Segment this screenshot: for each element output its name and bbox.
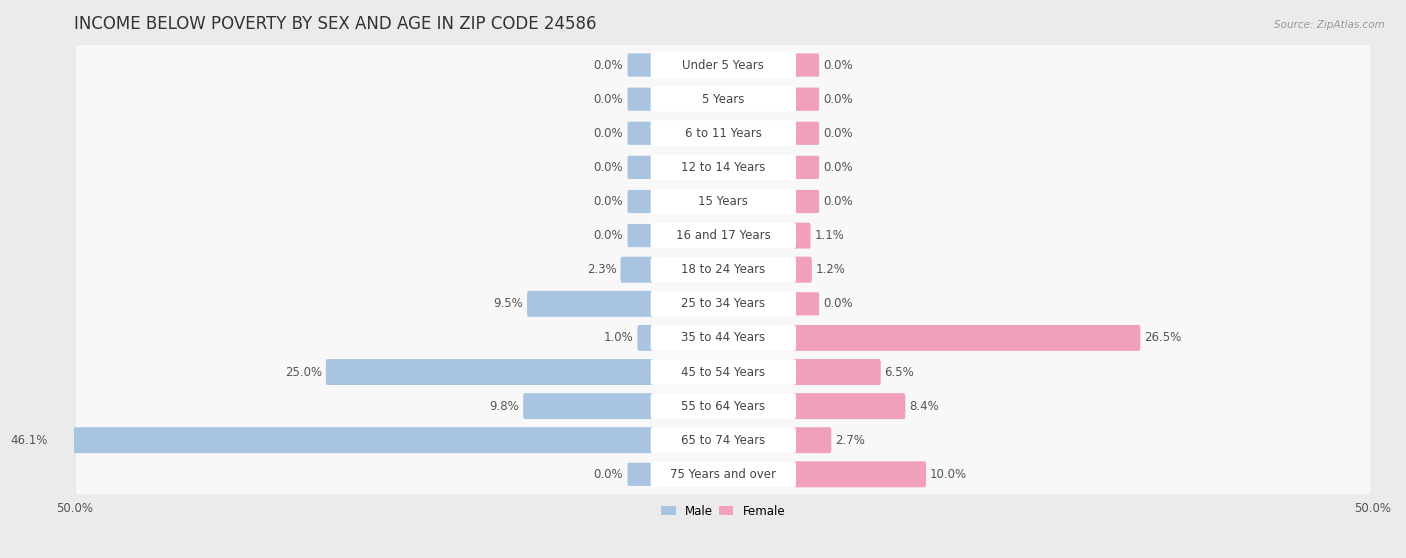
Text: 25.0%: 25.0% <box>285 365 322 378</box>
FancyBboxPatch shape <box>627 122 652 145</box>
FancyBboxPatch shape <box>523 393 654 419</box>
FancyBboxPatch shape <box>76 147 1371 187</box>
FancyBboxPatch shape <box>651 189 796 214</box>
Text: 46.1%: 46.1% <box>11 434 48 447</box>
FancyBboxPatch shape <box>52 427 654 453</box>
FancyBboxPatch shape <box>793 223 811 248</box>
Text: 0.0%: 0.0% <box>824 297 853 310</box>
FancyBboxPatch shape <box>651 86 796 112</box>
Legend: Male, Female: Male, Female <box>657 500 790 522</box>
FancyBboxPatch shape <box>627 88 652 110</box>
Text: 16 and 17 Years: 16 and 17 Years <box>676 229 770 242</box>
Text: 0.0%: 0.0% <box>824 161 853 174</box>
FancyBboxPatch shape <box>627 224 652 247</box>
Text: 75 Years and over: 75 Years and over <box>671 468 776 481</box>
FancyBboxPatch shape <box>651 155 796 180</box>
FancyBboxPatch shape <box>76 79 1371 119</box>
FancyBboxPatch shape <box>76 113 1371 153</box>
FancyBboxPatch shape <box>651 223 796 248</box>
FancyBboxPatch shape <box>651 393 796 418</box>
Text: 35 to 44 Years: 35 to 44 Years <box>682 331 765 344</box>
Text: 0.0%: 0.0% <box>824 127 853 140</box>
FancyBboxPatch shape <box>793 325 1140 351</box>
FancyBboxPatch shape <box>627 156 652 179</box>
FancyBboxPatch shape <box>651 121 796 146</box>
FancyBboxPatch shape <box>651 291 796 316</box>
FancyBboxPatch shape <box>527 291 654 317</box>
Text: 0.0%: 0.0% <box>593 468 623 481</box>
Text: 0.0%: 0.0% <box>593 93 623 105</box>
Text: 0.0%: 0.0% <box>824 195 853 208</box>
Text: Source: ZipAtlas.com: Source: ZipAtlas.com <box>1274 20 1385 30</box>
FancyBboxPatch shape <box>651 461 796 487</box>
FancyBboxPatch shape <box>76 249 1371 290</box>
FancyBboxPatch shape <box>794 122 820 145</box>
Text: INCOME BELOW POVERTY BY SEX AND AGE IN ZIP CODE 24586: INCOME BELOW POVERTY BY SEX AND AGE IN Z… <box>75 15 596 33</box>
FancyBboxPatch shape <box>651 325 796 350</box>
Text: 55 to 64 Years: 55 to 64 Years <box>682 400 765 412</box>
Text: 0.0%: 0.0% <box>593 59 623 71</box>
FancyBboxPatch shape <box>794 54 820 76</box>
FancyBboxPatch shape <box>620 257 654 283</box>
FancyBboxPatch shape <box>793 461 927 487</box>
Text: 25 to 34 Years: 25 to 34 Years <box>682 297 765 310</box>
Text: 8.4%: 8.4% <box>910 400 939 412</box>
Text: 15 Years: 15 Years <box>699 195 748 208</box>
Text: 10.0%: 10.0% <box>929 468 967 481</box>
Text: 12 to 14 Years: 12 to 14 Years <box>681 161 765 174</box>
Text: 9.8%: 9.8% <box>489 400 519 412</box>
Text: 0.0%: 0.0% <box>593 195 623 208</box>
FancyBboxPatch shape <box>627 190 652 213</box>
Text: 6.5%: 6.5% <box>884 365 914 378</box>
FancyBboxPatch shape <box>651 257 796 282</box>
FancyBboxPatch shape <box>76 45 1371 85</box>
Text: 0.0%: 0.0% <box>824 93 853 105</box>
Text: 45 to 54 Years: 45 to 54 Years <box>682 365 765 378</box>
FancyBboxPatch shape <box>794 156 820 179</box>
Text: 0.0%: 0.0% <box>824 59 853 71</box>
FancyBboxPatch shape <box>76 454 1371 494</box>
FancyBboxPatch shape <box>793 257 811 283</box>
Text: 1.1%: 1.1% <box>814 229 844 242</box>
FancyBboxPatch shape <box>793 393 905 419</box>
FancyBboxPatch shape <box>76 386 1371 426</box>
FancyBboxPatch shape <box>651 52 796 78</box>
FancyBboxPatch shape <box>794 190 820 213</box>
FancyBboxPatch shape <box>76 420 1371 460</box>
Text: 0.0%: 0.0% <box>593 161 623 174</box>
FancyBboxPatch shape <box>76 215 1371 256</box>
FancyBboxPatch shape <box>793 427 831 453</box>
Text: 65 to 74 Years: 65 to 74 Years <box>682 434 765 447</box>
Text: 18 to 24 Years: 18 to 24 Years <box>682 263 765 276</box>
Text: 5 Years: 5 Years <box>702 93 745 105</box>
FancyBboxPatch shape <box>76 318 1371 358</box>
Text: 0.0%: 0.0% <box>593 229 623 242</box>
Text: 1.2%: 1.2% <box>815 263 845 276</box>
FancyBboxPatch shape <box>627 463 652 486</box>
FancyBboxPatch shape <box>76 352 1371 392</box>
Text: 0.0%: 0.0% <box>593 127 623 140</box>
FancyBboxPatch shape <box>76 283 1371 324</box>
FancyBboxPatch shape <box>794 292 820 315</box>
FancyBboxPatch shape <box>794 88 820 110</box>
Text: 2.3%: 2.3% <box>588 263 617 276</box>
Text: 26.5%: 26.5% <box>1144 331 1181 344</box>
FancyBboxPatch shape <box>637 325 654 351</box>
FancyBboxPatch shape <box>651 427 796 453</box>
Text: Under 5 Years: Under 5 Years <box>682 59 765 71</box>
FancyBboxPatch shape <box>326 359 654 385</box>
Text: 6 to 11 Years: 6 to 11 Years <box>685 127 762 140</box>
Text: 2.7%: 2.7% <box>835 434 865 447</box>
FancyBboxPatch shape <box>651 359 796 384</box>
Text: 9.5%: 9.5% <box>494 297 523 310</box>
FancyBboxPatch shape <box>627 54 652 76</box>
FancyBboxPatch shape <box>793 359 880 385</box>
Text: 1.0%: 1.0% <box>605 331 634 344</box>
FancyBboxPatch shape <box>76 181 1371 222</box>
